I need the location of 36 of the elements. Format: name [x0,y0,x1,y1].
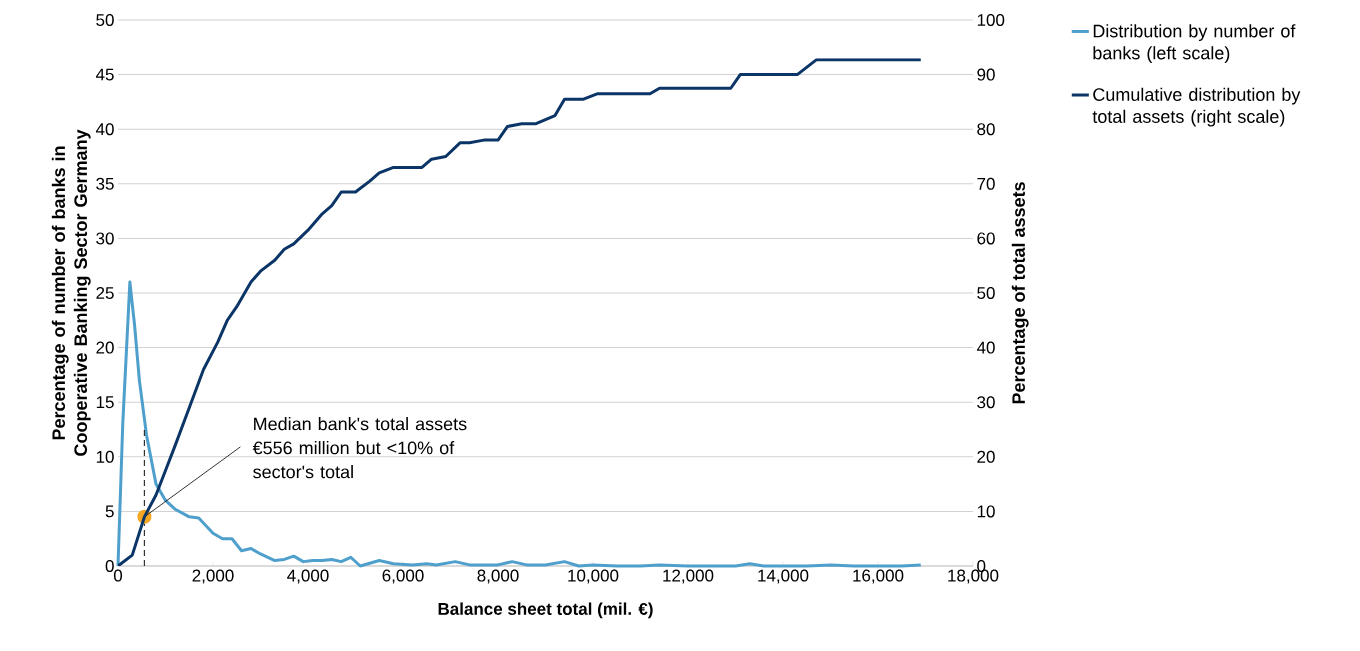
x-tick-label: 4,000 [287,569,329,584]
y-tick-label: 30 [96,232,114,245]
legend-label: Cumulative distribution by total assets (right scale) [1092,87,1301,127]
y2-tick-label: 30 [977,396,995,409]
y-tick-label: 45 [95,68,114,81]
y2-tick-label: 20 [977,450,995,463]
x-tick-label: 10,000 [568,569,619,584]
y2-tick-label: 60 [977,232,995,245]
y-tick-label: 25 [96,286,114,300]
x-tick-label: 16,000 [853,569,904,584]
x-tick-label: 8,000 [477,569,519,584]
y2-tick-label: 80 [977,123,995,136]
y-axis-title: Percentage of number of banks in Cooperative Banking Sector Germany [51,129,91,456]
y-tick-label: 50 [96,13,114,27]
y2-tick-label: 90 [977,68,995,81]
annotation: Median bank's total assets €556 million but <10% of sector's total [252,417,467,479]
x-tick-label: 14,000 [758,569,809,584]
y-tick-label: 10 [96,450,114,463]
y-tick-label: 20 [96,341,114,354]
y-tick-label: 0 [105,559,114,573]
x-tick-label: 2,000 [192,569,234,584]
x-tick-label: 6,000 [382,569,424,584]
y-tick-label: 40 [95,123,114,136]
y2-tick-label: 70 [977,177,995,190]
y2-tick-label: 10 [977,505,995,518]
x-axis-title: Balance sheet total (mil. €) [438,602,653,619]
x-tick-label: 0 [113,569,123,582]
y-tick-label: 35 [96,177,114,190]
x-tick-label: 12,000 [663,569,714,584]
legend-label: Distribution by number of banks (left scale) [1093,24,1296,63]
y2-axis-title: Percentage of total assets [1011,182,1029,404]
y-tick-label: 5 [105,505,114,518]
y2-tick-label: 40 [976,341,995,354]
y2-tick-label: 50 [977,286,995,300]
y2-tick-label: 100 [977,13,1005,27]
y-tick-label: 15 [96,396,114,409]
